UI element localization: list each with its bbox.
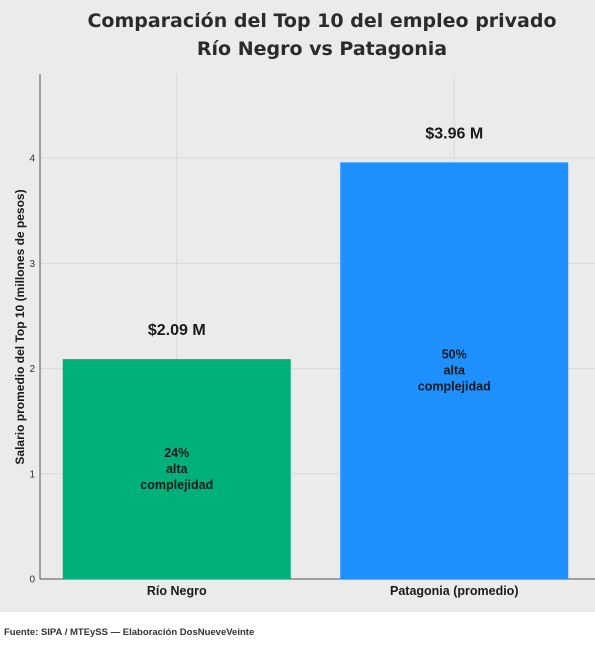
bar-value-label: $2.09 M	[148, 322, 206, 339]
label-layer: 0 1 2 3 4 $2.09 M 24% alta complejidad Río Negro $…	[29, 125, 518, 598]
y-tick-label: 0	[29, 575, 35, 586]
x-tick-label: Río Negro	[147, 584, 207, 598]
bar-inner-label: alta	[166, 462, 189, 476]
bar-chart: Comparación del Top 10 del empleo privad…	[13, 10, 595, 598]
bar-inner-label: 24%	[164, 446, 189, 460]
bar-inner-label: complejidad	[418, 380, 491, 394]
y-axis-label: Salario promedio del Top 10 (millones de…	[13, 189, 27, 464]
chart-title-line-1: Comparación del Top 10 del empleo privad…	[87, 10, 556, 32]
y-tick-label: 1	[29, 469, 35, 480]
bar-layer	[62, 162, 569, 579]
bar-1	[340, 162, 569, 579]
source-note: Fuente: SIPA / MTEySS — Elaboración DosN…	[4, 627, 255, 638]
chart-title-line-2: Río Negro vs Patagonia	[197, 38, 447, 60]
bar-inner-label: complejidad	[140, 478, 213, 492]
bar-0	[62, 359, 291, 579]
y-tick-label: 2	[29, 364, 35, 375]
chart-title: Comparación del Top 10 del empleo privad…	[87, 10, 556, 60]
y-tick-label: 3	[29, 259, 35, 270]
chart-panel: Comparación del Top 10 del empleo privad…	[0, 0, 595, 612]
y-tick-label: 4	[29, 154, 35, 165]
bar-inner-label: alta	[443, 364, 466, 378]
x-tick-label: Patagonia (promedio)	[390, 584, 518, 598]
bar-value-label: $3.96 M	[425, 125, 483, 142]
bar-inner-label: 50%	[442, 348, 467, 362]
